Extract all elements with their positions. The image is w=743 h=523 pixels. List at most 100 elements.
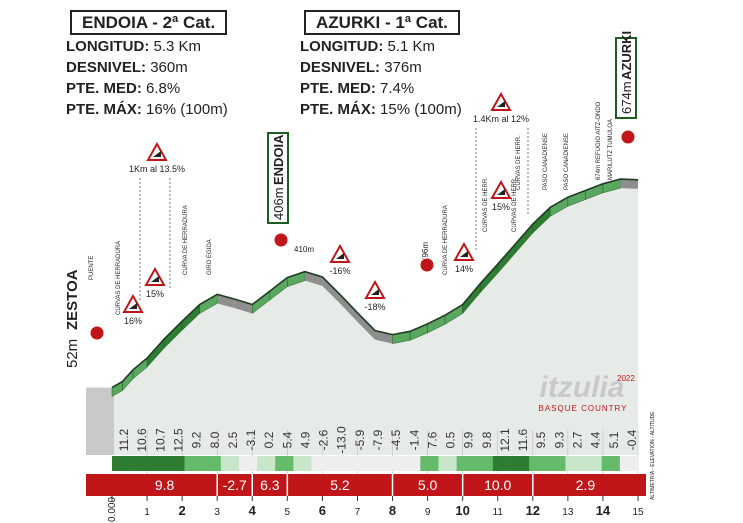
gradient-sign-icon xyxy=(453,241,475,261)
km-gradient-band xyxy=(202,456,222,471)
km-gradient-label: 5.1 xyxy=(607,431,621,448)
stat-label: DESNIVEL: xyxy=(300,59,381,76)
stat-label: PTE. MED: xyxy=(300,80,376,97)
segment-gradient-label: 9.8 xyxy=(155,477,175,493)
km-gradient-label: 9.8 xyxy=(480,431,494,448)
km-gradient-band xyxy=(456,456,476,471)
point-label: CURVAS DE HERR. xyxy=(512,177,518,232)
summit-marker-icon xyxy=(89,325,105,341)
peak-altitude: 296m xyxy=(421,242,430,262)
summit-name: ZESTOA xyxy=(64,269,81,330)
stat-value: 376m xyxy=(384,59,422,76)
stat-row: PTE. MED: 6.8% xyxy=(66,79,296,98)
stat-row: DESNIVEL: 376m xyxy=(300,58,530,77)
point-label: CURVAS DE HERRADURA xyxy=(116,241,122,315)
summit-box xyxy=(267,132,289,224)
point-label: PASO CANADIENSE xyxy=(564,133,570,190)
summit-marker-icon xyxy=(620,129,636,145)
gradient-sign-icon xyxy=(490,91,512,111)
km-gradient-band xyxy=(601,456,621,471)
x-tick-label: 8 xyxy=(389,503,396,518)
km-gradient-label: 11.6 xyxy=(516,428,530,451)
gradient-sign-icon xyxy=(364,279,386,299)
point-label: PASO CANADIENSE xyxy=(543,133,549,190)
km-gradient-band xyxy=(402,456,421,471)
stat-label: PTE. MÁX: xyxy=(300,101,376,118)
profile-ribbon xyxy=(322,276,340,304)
stat-value: 7.4% xyxy=(380,80,415,97)
km-gradient-label: 12.1 xyxy=(498,428,512,452)
km-gradient-band xyxy=(329,456,349,471)
km-gradient-label: 4.9 xyxy=(298,431,312,448)
km-gradient-band xyxy=(130,456,149,471)
km-gradient-label: 9.2 xyxy=(190,431,204,448)
slope-glyph xyxy=(153,151,161,157)
climb-info-azurki: AZURKI - 1ª Cat. LONGITUD: 5.1 Km DESNIV… xyxy=(300,10,530,119)
start-block xyxy=(86,387,114,455)
km-gradient-band xyxy=(583,456,603,471)
x-tick-label: 1 xyxy=(144,507,150,518)
km-gradient-band xyxy=(347,456,367,471)
km-gradient-band xyxy=(547,456,566,471)
km-gradient-band xyxy=(511,456,530,471)
km-gradient-label: 2.5 xyxy=(226,431,240,448)
peak-altitude: 410m xyxy=(294,245,314,254)
x-tick-label: 12 xyxy=(526,503,540,518)
slope-glyph xyxy=(497,189,505,195)
gradient-sign-label: 15% xyxy=(492,202,510,212)
km-gradient-band xyxy=(529,456,548,471)
stat-value: 5.3 Km xyxy=(153,38,202,55)
climb-title: ENDOIA - 2ª Cat. xyxy=(70,10,228,35)
km-gradient-label: -7.9 xyxy=(371,429,385,450)
gradient-sign-label: 15% xyxy=(146,289,164,299)
summit-name: ENDOIA xyxy=(271,134,286,185)
summit-altitude: 52m xyxy=(64,339,81,368)
x-tick-label: 15 xyxy=(632,507,644,518)
gradient-sign-label: 16% xyxy=(124,316,142,326)
segment-gradient-label: 5.0 xyxy=(418,477,438,493)
km-gradient-band xyxy=(565,456,584,471)
x-tick-label: 11 xyxy=(493,507,504,518)
footer-note: ALTIMETRÍA - ELEVATION - ALTITUDE xyxy=(649,411,656,500)
segment-gradient-label: 2.9 xyxy=(576,477,596,493)
km-gradient-label: 7.6 xyxy=(425,431,439,448)
km-gradient-band xyxy=(492,456,512,471)
gradient-bar xyxy=(86,474,646,496)
gradient-sign-icon xyxy=(490,179,512,199)
slope-glyph xyxy=(371,289,379,295)
km-gradient-label: 10.7 xyxy=(153,428,167,452)
stat-label: PTE. MED: xyxy=(66,80,142,97)
segment-gradient-label: 10.0 xyxy=(484,477,511,493)
point-label: MARILUTZ TUMULOA xyxy=(608,119,614,180)
slope-glyph xyxy=(336,253,344,259)
x-tick-label: 6 xyxy=(319,503,326,518)
profile-ribbon xyxy=(357,312,375,340)
gradient-sign-label: 1.4Km al 12% xyxy=(473,114,529,124)
stat-value: 16% (100m) xyxy=(146,101,228,118)
km-gradient-label: -1.4 xyxy=(407,429,421,450)
brand-logo: itzulia xyxy=(539,371,624,404)
profile-line xyxy=(111,178,639,389)
km-gradient-label: 10.6 xyxy=(135,428,149,452)
km-gradient-band xyxy=(238,456,258,471)
x-tick-label: 13 xyxy=(562,507,574,518)
brand-year: 2022 xyxy=(617,374,635,383)
km-gradient-band xyxy=(220,456,240,471)
profile-ribbon xyxy=(304,271,323,286)
point-label: 674m REFUGIO AITZ-ONDO xyxy=(596,101,602,180)
km-gradient-label: -0.4 xyxy=(625,429,639,450)
gradient-sign-label: -16% xyxy=(329,266,350,276)
km-gradient-label: 0.2 xyxy=(262,431,276,448)
stat-value: 5.1 Km xyxy=(387,38,436,55)
km-gradient-band xyxy=(384,456,403,471)
km-gradient-band xyxy=(293,456,312,471)
point-label: CURVAS DE HERR. xyxy=(516,135,522,190)
km-gradient-label: 12.5 xyxy=(171,428,185,452)
km-gradient-label: 11.2 xyxy=(117,428,131,451)
x-tick-label: 14 xyxy=(596,503,611,518)
segment-gradient-label: -2.7 xyxy=(223,477,247,493)
stat-value: 15% (100m) xyxy=(380,101,462,118)
stat-row: LONGITUD: 5.1 Km xyxy=(300,37,530,56)
stat-value: 6.8% xyxy=(146,80,181,97)
segment-gradient-label: 5.2 xyxy=(330,477,350,493)
